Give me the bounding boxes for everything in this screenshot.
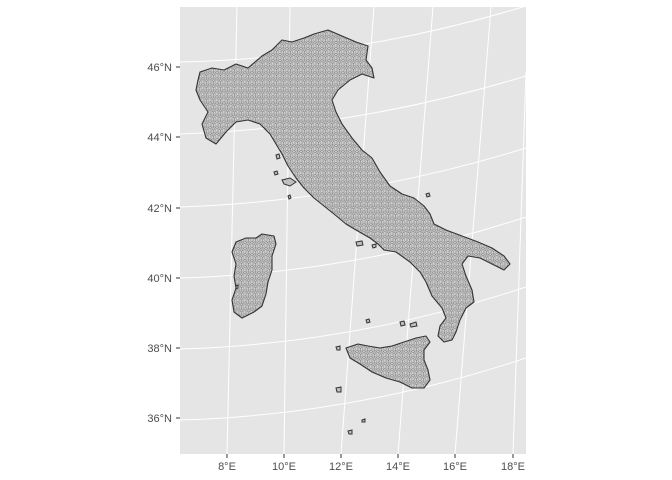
- islet: [365, 318, 371, 324]
- sicily: [345, 335, 431, 389]
- islet: [371, 243, 377, 249]
- elba: [281, 177, 297, 187]
- lon-label-18: 18°E: [501, 461, 525, 473]
- lon-label-10: 10°E: [272, 461, 296, 473]
- sardinia: [231, 233, 277, 319]
- islet: [355, 240, 364, 247]
- islet: [287, 194, 292, 200]
- lon-ticks: 8°E 10°E 12°E 14°E 16°E 18°E: [218, 454, 525, 473]
- lat-label-46: 46°N: [147, 62, 172, 74]
- islet: [273, 170, 279, 176]
- islet: [335, 386, 342, 393]
- italy-land: [195, 29, 511, 435]
- lat-label-36: 36°N: [147, 413, 172, 425]
- lat-label-42: 42°N: [147, 203, 172, 215]
- islet: [361, 418, 366, 423]
- islet: [425, 192, 431, 198]
- islet: [275, 153, 281, 160]
- lon-label-12: 12°E: [329, 461, 353, 473]
- islet: [409, 321, 418, 328]
- lat-ticks: 46°N 44°N 42°N 40°N 38°N 36°N: [147, 62, 180, 425]
- lat-label-40: 40°N: [147, 273, 172, 285]
- islet: [235, 284, 239, 290]
- lat-label-38: 38°N: [147, 343, 172, 355]
- islet: [335, 345, 341, 351]
- islet: [347, 429, 353, 435]
- lat-label-44: 44°N: [147, 132, 172, 144]
- lon-label-14: 14°E: [386, 461, 410, 473]
- mainland: [195, 29, 511, 343]
- lon-label-8: 8°E: [218, 461, 236, 473]
- lon-label-16: 16°E: [443, 461, 467, 473]
- islet: [399, 320, 406, 327]
